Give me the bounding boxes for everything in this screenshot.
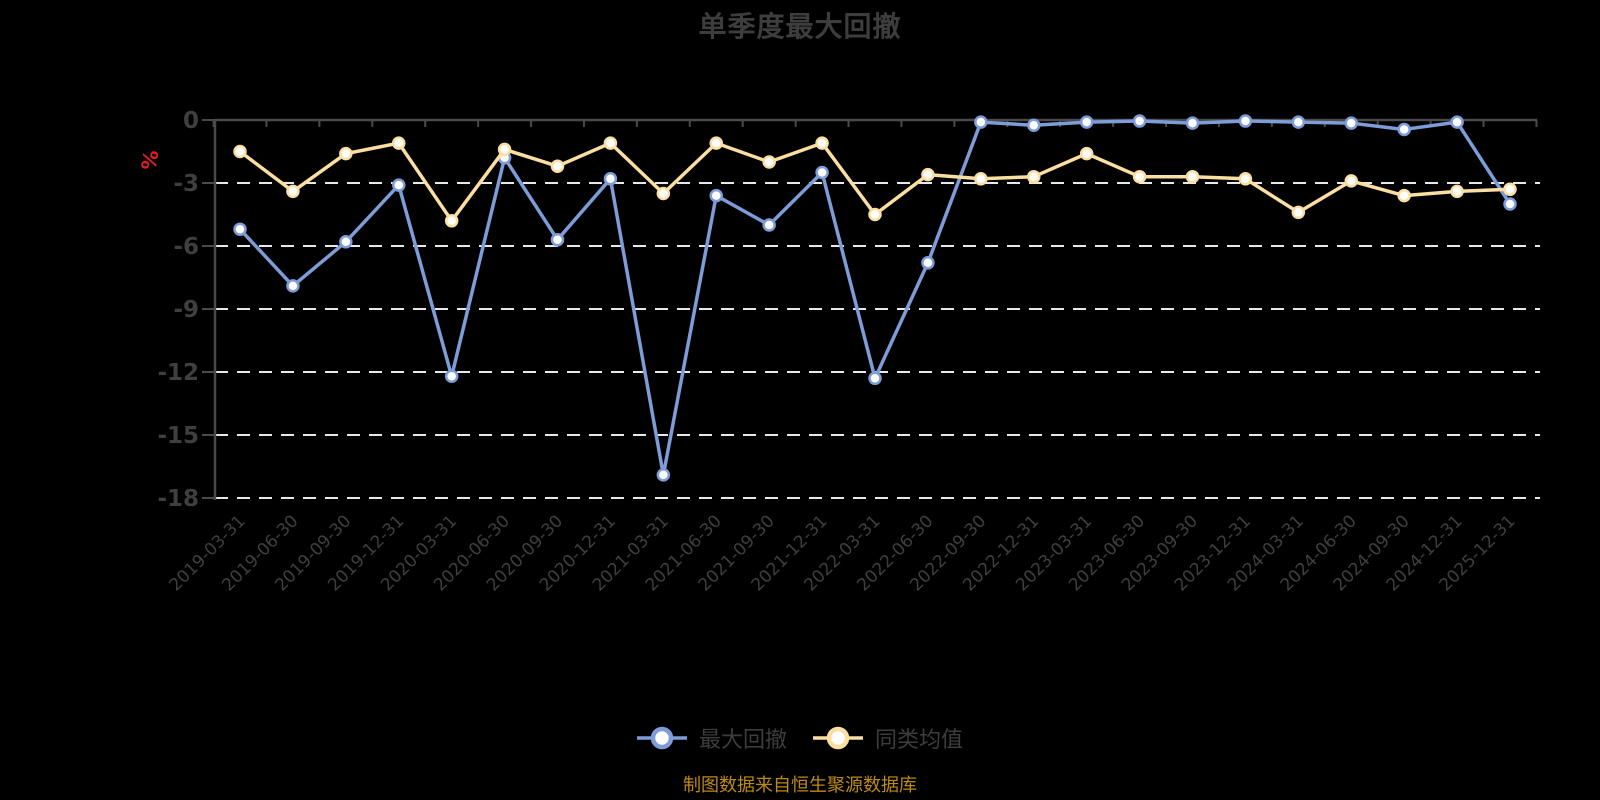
series-point: [286, 184, 300, 199]
series-point: [233, 144, 247, 159]
series-point: [1291, 205, 1306, 220]
series-point: [1397, 188, 1411, 203]
series-point: [709, 136, 723, 150]
series-point: [709, 188, 723, 203]
line-circle-marker-icon: [813, 726, 863, 750]
series-point: [656, 186, 671, 201]
y-tick-label: -18: [157, 486, 199, 512]
series-point: [815, 165, 829, 180]
series-point: [1238, 114, 1253, 128]
series-point: [762, 218, 776, 232]
line-circle-marker-icon: [636, 726, 687, 750]
series-point: [497, 142, 512, 157]
series-point: [233, 222, 247, 236]
y-tick-label: -3: [173, 171, 199, 197]
series-point: [1079, 146, 1094, 161]
series-point: [392, 178, 406, 192]
series-point: [921, 167, 935, 182]
data-source-note: 制图数据来自恒生聚源数据库: [683, 775, 917, 796]
legend-label: 最大回撤: [698, 728, 787, 753]
series-point: [550, 232, 565, 247]
series-point: [603, 172, 618, 186]
series-point: [444, 214, 459, 228]
series-line-0: [238, 119, 1512, 477]
chart-legend: 最大回撤 同类均值: [0, 722, 1600, 754]
legend-label: 同类均值: [875, 728, 964, 753]
series-point: [286, 279, 300, 293]
y-tick-label: -12: [157, 360, 199, 386]
series-point: [1027, 118, 1041, 132]
series-point: [868, 371, 882, 386]
series-point: [1132, 169, 1147, 184]
series-point: [1450, 115, 1464, 129]
series-point: [1344, 174, 1358, 188]
series-point: [974, 172, 988, 186]
series-point: [1027, 169, 1041, 184]
y-tick-label: -9: [173, 297, 199, 323]
series-point: [1132, 114, 1147, 128]
series-point: [1503, 182, 1517, 197]
chart-title: 单季度最大回撤: [698, 10, 902, 43]
series-point: [1344, 116, 1358, 130]
series-point: [921, 256, 935, 270]
series-point: [392, 136, 406, 150]
series-point: [1238, 172, 1253, 186]
series-point: [603, 136, 618, 150]
series-point: [1079, 115, 1094, 129]
legend-item-category-average[interactable]: 同类均值: [813, 722, 963, 754]
series-point: [1450, 184, 1464, 199]
series-point: [656, 468, 671, 482]
series-point: [1397, 122, 1411, 137]
series-point: [339, 235, 353, 249]
series-point: [868, 207, 882, 222]
series-point: [974, 115, 988, 129]
series-point: [762, 155, 776, 169]
series-point: [444, 369, 459, 383]
series-point: [1185, 169, 1200, 184]
y-tick-label: 0: [183, 108, 199, 134]
legend-item-max-drawdown[interactable]: 最大回撤: [636, 722, 787, 754]
series-point: [1291, 115, 1306, 129]
series-point: [550, 159, 565, 173]
y-tick-label: -15: [157, 423, 199, 449]
series-point: [815, 136, 829, 150]
series-point: [339, 146, 353, 161]
y-tick-label: -6: [173, 234, 199, 260]
series-point: [1503, 197, 1517, 211]
series-point: [1185, 116, 1200, 130]
